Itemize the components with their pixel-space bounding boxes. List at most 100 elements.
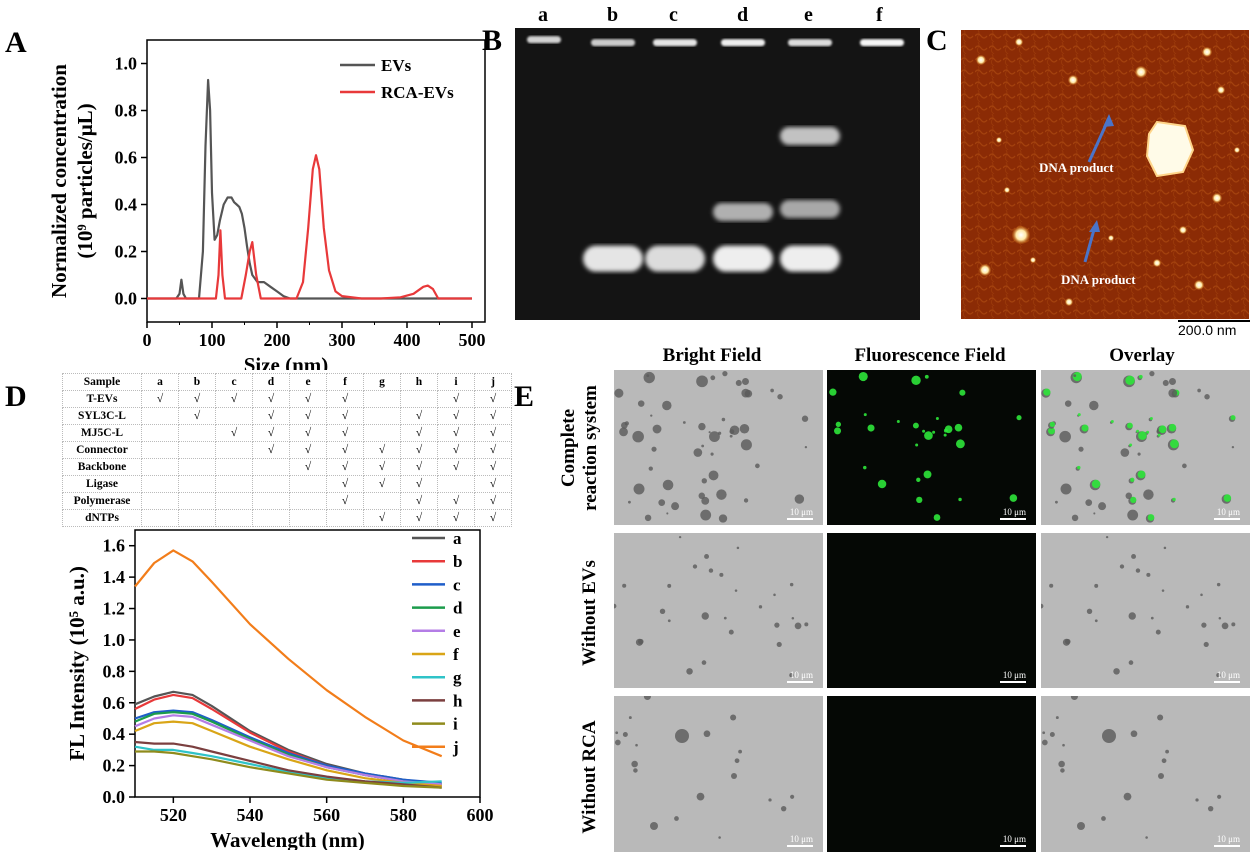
table-cell — [437, 475, 475, 493]
micro-particle — [701, 612, 709, 620]
micro-fluor-spot — [923, 470, 932, 479]
micro-scale-bar — [1214, 681, 1240, 683]
micro-particle — [674, 816, 679, 821]
micro-particle — [652, 424, 662, 434]
y-tick-label: 1.0 — [103, 630, 126, 650]
afm-particle — [1202, 47, 1212, 57]
table-cell — [252, 458, 290, 476]
micro-scale-label: 10 μm — [1216, 507, 1240, 517]
afm-particle — [1179, 226, 1187, 234]
table-cell — [215, 475, 253, 493]
micro-particle — [789, 582, 794, 587]
micro-fluor-spot — [1077, 413, 1081, 417]
table-cell — [363, 390, 401, 408]
micro-particle — [1157, 714, 1164, 721]
micro-scale-label: 10 μm — [1216, 670, 1240, 680]
table-cell: √ — [363, 458, 401, 476]
table-cell: √ — [474, 390, 512, 408]
legend-label: b — [453, 552, 462, 571]
micro-particle — [1093, 512, 1096, 515]
micro-particle — [662, 400, 672, 411]
micro-fluor-spot — [1157, 433, 1161, 437]
table-cell — [215, 441, 253, 459]
table-cell: √ — [326, 424, 364, 442]
micro-fluor-spot — [922, 429, 926, 433]
panel-letter-a: A — [5, 26, 27, 59]
micro-col-fluorescence-field: Fluorescence Field — [854, 345, 1006, 366]
micro-particle — [1161, 758, 1167, 764]
table-row: SYL3C-L √ √ √ √ √ √ √ — [62, 407, 512, 425]
gel-band — [780, 200, 840, 219]
chart-a-frame — [146, 39, 486, 323]
micro-particle — [704, 554, 709, 559]
series-line-i — [135, 750, 442, 789]
micro-fluor-spot — [932, 430, 936, 434]
x-axis-label: Wavelength (nm) — [210, 828, 365, 850]
afm-particle — [1108, 235, 1114, 241]
micro-particle — [1146, 572, 1151, 577]
legend-label: EVs — [381, 56, 412, 75]
table-cell: √ — [252, 424, 290, 442]
micro-particle — [708, 431, 711, 434]
micro-particle — [693, 448, 703, 457]
legend-label: h — [453, 691, 463, 710]
micro-particle — [1131, 554, 1136, 559]
micro-scale-label: 10 μm — [789, 834, 813, 844]
micro-particle — [1042, 739, 1048, 746]
micro-particle — [1145, 836, 1148, 839]
micro-particle — [1137, 452, 1141, 456]
micro-fluor-spot — [1129, 443, 1133, 447]
table-cell: Connector — [62, 441, 142, 459]
micro-particle — [1128, 660, 1134, 665]
micro-particle — [758, 605, 763, 609]
table-cell — [141, 407, 179, 425]
micro-particle — [701, 444, 705, 448]
micro-fluor-spot — [912, 422, 919, 429]
series-line-rca-evs — [147, 154, 472, 300]
table-cell: √ — [400, 458, 438, 476]
micro-particle — [729, 434, 733, 438]
micro-particle — [791, 617, 795, 620]
micro-particle — [643, 696, 651, 700]
y-tick-label: 0.2 — [115, 242, 138, 262]
micro-particle — [1073, 374, 1077, 378]
table-cell: √ — [474, 407, 512, 425]
chart-fluorescence-spectra: 520 540 560 580 600 0.0 0.2 0.4 0.6 0.8 1.0 1.2 1.4 1… — [65, 529, 494, 850]
micro-particle — [638, 638, 644, 645]
micro-particle — [667, 619, 671, 623]
micro-particle — [1042, 731, 1046, 735]
micro-scale-bar — [1214, 845, 1240, 847]
micro-scale-label: 10 μm — [1002, 834, 1026, 844]
y-tick-label: 1.4 — [103, 567, 126, 587]
gel-band — [713, 202, 773, 221]
micro-particle — [1062, 743, 1065, 747]
table-header-row: Sample a b c d e f g h i j — [62, 373, 512, 391]
table-cell: √ — [400, 407, 438, 425]
micro-image-content — [1041, 535, 1236, 678]
micro-particle — [1094, 619, 1098, 623]
table-cell: Polymerase — [62, 492, 142, 510]
micro-particle — [622, 732, 628, 738]
micro-fluor-spot — [1149, 417, 1153, 421]
gel-lane-label-b: b — [607, 4, 619, 26]
micro-particle — [1218, 617, 1222, 620]
micro-particle — [1101, 816, 1106, 821]
gel-lane-label-e: e — [804, 4, 813, 26]
micro-fluor-spot — [1138, 431, 1147, 440]
micro-particle — [701, 478, 707, 484]
micro-scale-bar — [787, 518, 813, 520]
micro-particle — [701, 660, 707, 665]
micro-particle — [738, 749, 742, 754]
micro-image-r1-c2: 10 μm — [827, 370, 1036, 525]
table-cell: √ — [474, 475, 512, 493]
series-line-h — [134, 740, 442, 789]
micro-particle — [721, 417, 726, 422]
micro-scale-label: 10 μm — [789, 507, 813, 517]
micro-particle — [1161, 589, 1165, 592]
table-cell: √ — [326, 475, 364, 493]
y-tick-label: 0.6 — [115, 148, 138, 168]
micro-particle — [741, 388, 751, 398]
micro-particle — [1203, 641, 1209, 648]
y-axis-label-units: (10⁹ particles/μL) — [73, 103, 97, 258]
micro-particle — [650, 822, 658, 830]
